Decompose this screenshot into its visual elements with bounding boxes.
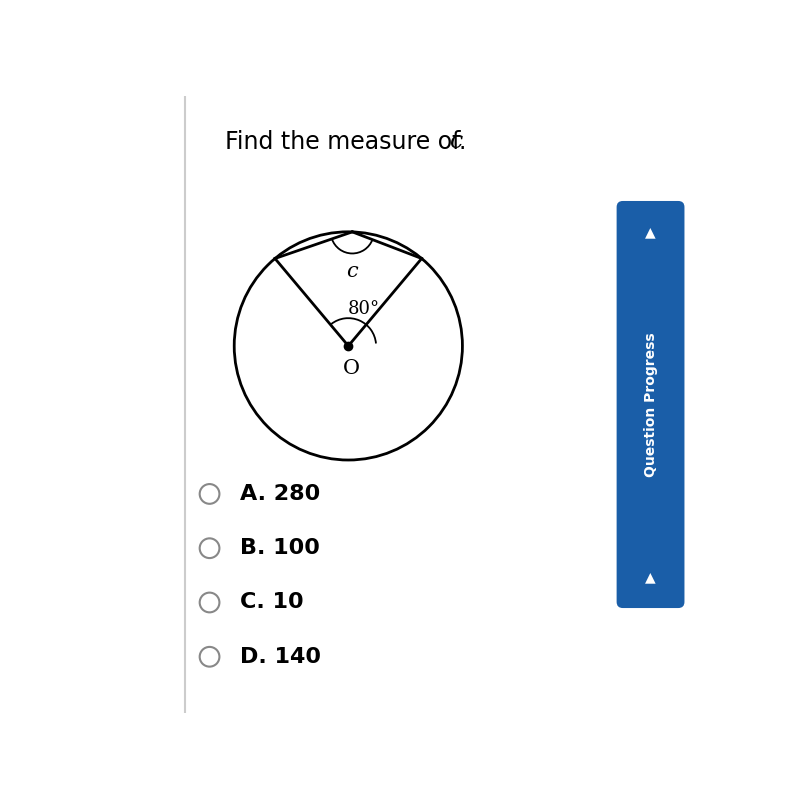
Text: Find the measure of: Find the measure of [225,130,468,154]
Text: C. 10: C. 10 [240,593,304,613]
Text: A. 280: A. 280 [240,484,321,504]
Text: ▲: ▲ [646,225,656,239]
Text: c: c [346,263,358,281]
Text: D. 140: D. 140 [240,646,322,666]
FancyBboxPatch shape [617,201,685,608]
Text: Question Progress: Question Progress [643,332,658,477]
Text: c: c [450,130,463,153]
Text: B. 100: B. 100 [240,538,320,558]
Text: ▲: ▲ [646,570,656,584]
Text: .: . [458,130,466,154]
Text: O: O [343,360,360,379]
Text: 80°: 80° [348,300,380,318]
